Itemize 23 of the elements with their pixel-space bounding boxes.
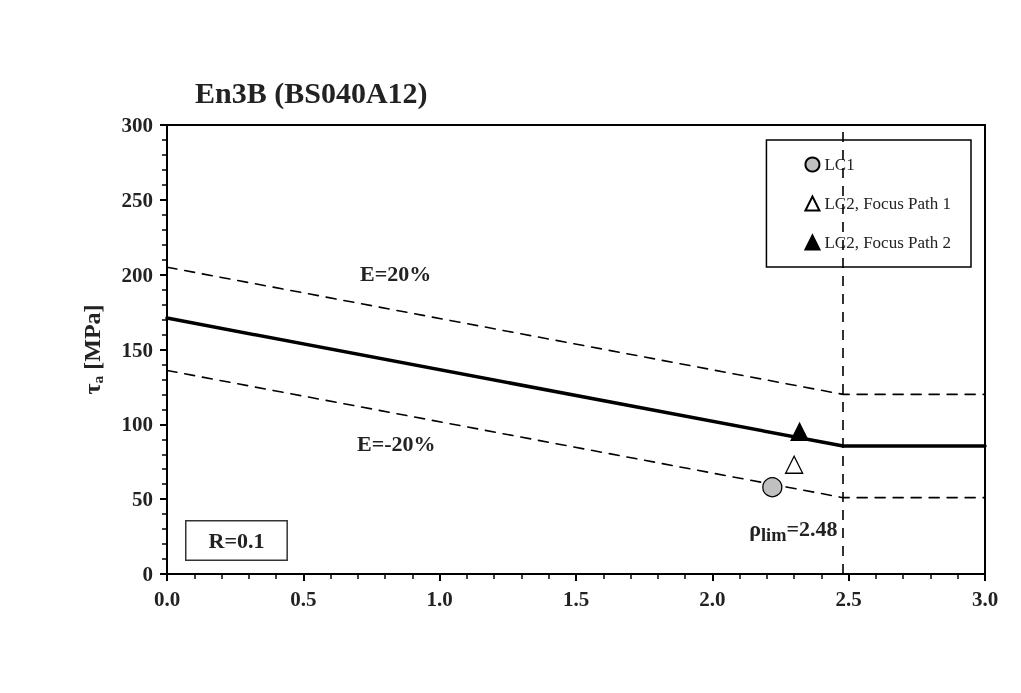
y-tick-label: 300 <box>121 113 153 137</box>
x-tick-label: 2.0 <box>699 586 726 611</box>
y-tick-label: 150 <box>121 337 153 362</box>
x-tick-label: 1.0 <box>426 586 453 611</box>
annotation: E=20% <box>360 260 432 286</box>
annotation: R=0.1 <box>208 528 265 553</box>
legend-label: LC1 <box>824 155 855 174</box>
x-tick-label: 0.0 <box>153 586 181 611</box>
y-tick-label: 250 <box>121 187 153 212</box>
legend-label: LC2, Focus Path 2 <box>824 233 951 252</box>
x-tick-label: 1.5 <box>562 586 590 611</box>
annotation: E=-20% <box>357 430 436 456</box>
y-tick-label: 50 <box>132 487 153 512</box>
legend-label: LC2, Focus Path 1 <box>824 194 951 213</box>
chart-title: En3B (BS040A12) <box>195 75 428 110</box>
ref-line-label: ρ$_{lim}$=2.48 <box>749 516 838 546</box>
y-tick-label: 100 <box>121 412 153 437</box>
x-tick-label: 0.5 <box>290 586 317 611</box>
x-tick-label: 2.5 <box>835 586 862 611</box>
y-tick-label: 0 <box>142 562 153 586</box>
y-axis-title: τa [MPa] <box>78 304 106 395</box>
y-tick-label: 200 <box>121 262 153 287</box>
x-tick-label: 3.0 <box>971 586 999 611</box>
